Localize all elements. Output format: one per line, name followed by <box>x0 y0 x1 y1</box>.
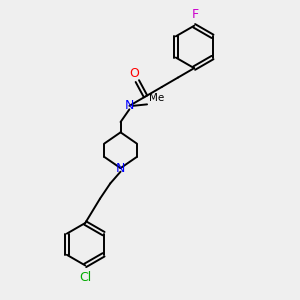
Text: Me: Me <box>148 93 164 103</box>
Text: N: N <box>116 162 125 175</box>
Text: F: F <box>192 8 199 21</box>
Text: N: N <box>125 99 134 112</box>
Text: Cl: Cl <box>79 271 91 284</box>
Text: O: O <box>129 67 139 80</box>
